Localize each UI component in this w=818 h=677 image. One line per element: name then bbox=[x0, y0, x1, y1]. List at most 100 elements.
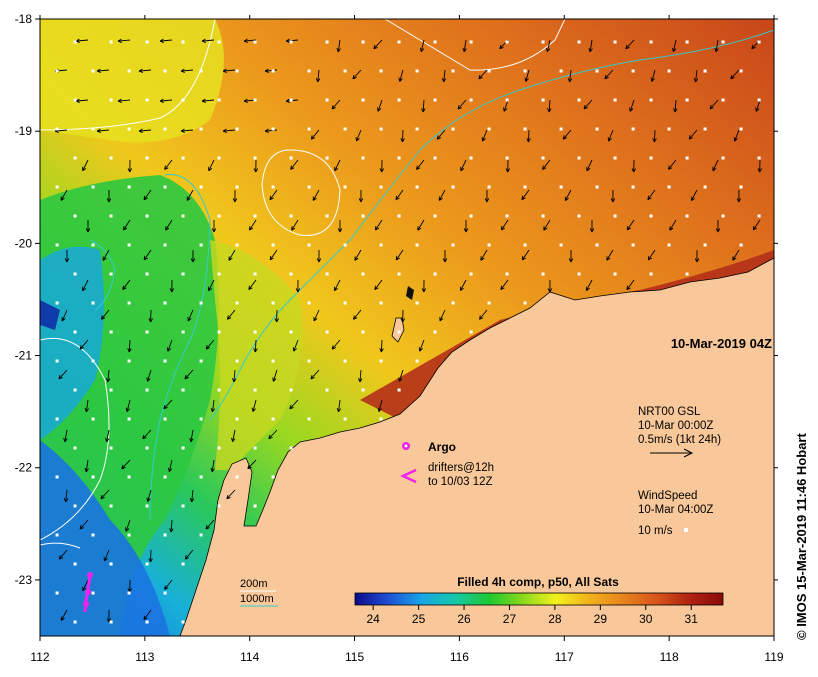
wind-speed-marker bbox=[92, 302, 95, 305]
y-tick-label: -23 bbox=[15, 573, 33, 587]
wind-speed-marker bbox=[704, 128, 707, 131]
wind-speed-marker bbox=[380, 418, 383, 421]
wind-speed-marker bbox=[470, 331, 473, 334]
wind-speed-marker bbox=[182, 447, 185, 450]
wind-speed-marker bbox=[650, 215, 653, 218]
wind-speed-marker bbox=[56, 302, 59, 305]
wind-speed-marker bbox=[290, 273, 293, 276]
wind-speed-marker bbox=[308, 70, 311, 73]
wind-speed-marker bbox=[146, 99, 149, 102]
wind-speed-marker bbox=[164, 592, 167, 595]
wind-speed-marker bbox=[650, 41, 653, 44]
wind-speed-marker bbox=[596, 244, 599, 247]
wind-speed-marker bbox=[488, 302, 491, 305]
wind-speed-marker bbox=[74, 621, 77, 624]
wind-speed-marker bbox=[236, 128, 239, 131]
wind-speed-marker bbox=[506, 99, 509, 102]
wind-speed-marker bbox=[146, 331, 149, 334]
wind-speed-marker bbox=[56, 186, 59, 189]
map-timestamp: 10-Mar-2019 04Z bbox=[671, 336, 772, 351]
wind-speed-marker bbox=[524, 128, 527, 131]
wind-speed-marker bbox=[326, 389, 329, 392]
wind-speed-marker bbox=[128, 418, 131, 421]
argo-marker-center bbox=[405, 445, 408, 448]
wind-speed-marker bbox=[74, 505, 77, 508]
wind-speed-marker bbox=[434, 331, 437, 334]
wind-speed-marker bbox=[344, 418, 347, 421]
wind-speed-marker bbox=[128, 360, 131, 363]
wind-speed-marker bbox=[524, 244, 527, 247]
wind-speed-marker bbox=[704, 244, 707, 247]
wind-speed-marker bbox=[92, 476, 95, 479]
wind-speed-marker bbox=[362, 157, 365, 160]
wind-speed-marker bbox=[524, 186, 527, 189]
wind-speed-marker bbox=[254, 41, 257, 44]
wind-speed-marker bbox=[74, 157, 77, 160]
wind-speed-marker bbox=[758, 157, 761, 160]
wind-speed-marker bbox=[398, 41, 401, 44]
wind-speed-marker bbox=[380, 128, 383, 131]
wind-speed-marker bbox=[686, 41, 689, 44]
wind-speed-marker bbox=[182, 41, 185, 44]
wind-speed-marker bbox=[74, 563, 77, 566]
drifters-legend-line2: to 10/03 12Z bbox=[428, 476, 493, 488]
wind-speed-marker bbox=[596, 70, 599, 73]
wind-speed-marker bbox=[578, 215, 581, 218]
wind-speed-marker bbox=[182, 99, 185, 102]
wind-scale-marker bbox=[684, 528, 688, 532]
wind-speed-marker bbox=[92, 186, 95, 189]
wind-speed-marker bbox=[326, 157, 329, 160]
current-legend-title: NRT00 GSL bbox=[638, 406, 701, 418]
wind-speed-marker bbox=[398, 331, 401, 334]
wind-speed-marker bbox=[308, 186, 311, 189]
wind-speed-marker bbox=[272, 186, 275, 189]
colorbar-tick-label: 28 bbox=[548, 612, 562, 626]
wind-speed-marker bbox=[380, 302, 383, 305]
wind-speed-marker bbox=[272, 128, 275, 131]
y-tick-label: -19 bbox=[15, 124, 33, 138]
wind-speed-marker bbox=[380, 70, 383, 73]
wind-speed-marker bbox=[578, 273, 581, 276]
wind-speed-marker bbox=[524, 70, 527, 73]
colorbar-tick-label: 31 bbox=[685, 612, 699, 626]
colorbar-title: Filled 4h comp, p50, All Sats bbox=[457, 575, 619, 589]
wind-speed-marker bbox=[182, 215, 185, 218]
wind-speed-marker bbox=[218, 447, 221, 450]
wind-speed-marker bbox=[740, 128, 743, 131]
wind-speed-marker bbox=[362, 273, 365, 276]
wind-speed-marker bbox=[704, 186, 707, 189]
wind-speed-marker bbox=[470, 41, 473, 44]
wind-speed-marker bbox=[398, 389, 401, 392]
wind-speed-marker bbox=[290, 41, 293, 44]
wind-legend-title: WindSpeed bbox=[638, 490, 697, 502]
wind-speed-marker bbox=[200, 244, 203, 247]
wind-speed-marker bbox=[470, 273, 473, 276]
wind-speed-marker bbox=[398, 157, 401, 160]
wind-speed-marker bbox=[128, 128, 131, 131]
wind-speed-marker bbox=[722, 215, 725, 218]
wind-speed-marker bbox=[92, 244, 95, 247]
wind-speed-marker bbox=[362, 331, 365, 334]
wind-speed-marker bbox=[398, 99, 401, 102]
wind-speed-marker bbox=[92, 592, 95, 595]
wind-speed-marker bbox=[164, 186, 167, 189]
wind-speed-marker bbox=[326, 215, 329, 218]
wind-speed-marker bbox=[128, 244, 131, 247]
wind-speed-marker bbox=[56, 418, 59, 421]
wind-speed-marker bbox=[272, 476, 275, 479]
wind-speed-marker bbox=[416, 360, 419, 363]
wind-speed-marker bbox=[452, 244, 455, 247]
wind-speed-marker bbox=[200, 360, 203, 363]
wind-speed-marker bbox=[362, 99, 365, 102]
wind-speed-marker bbox=[416, 70, 419, 73]
wind-speed-marker bbox=[686, 99, 689, 102]
wind-speed-marker bbox=[596, 128, 599, 131]
wind-speed-marker bbox=[92, 534, 95, 537]
wind-speed-marker bbox=[308, 128, 311, 131]
wind-speed-marker bbox=[164, 70, 167, 73]
x-tick-label: 118 bbox=[660, 650, 679, 664]
wind-speed-marker bbox=[416, 186, 419, 189]
wind-speed-marker bbox=[218, 157, 221, 160]
wind-speed-marker bbox=[686, 157, 689, 160]
